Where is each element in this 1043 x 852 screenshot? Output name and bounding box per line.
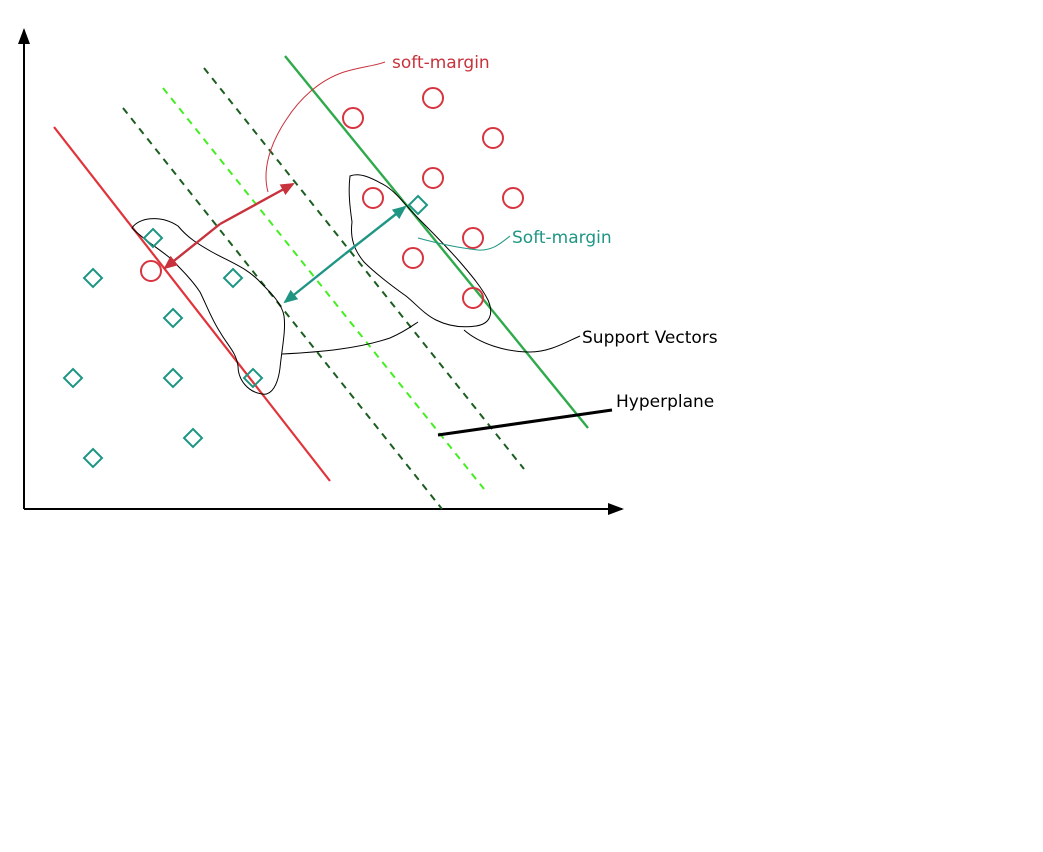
circle-point [342, 107, 364, 129]
right-cluster-outline [348, 174, 492, 328]
boundary-lines [53, 55, 589, 510]
soft-margin-teal-label: Soft-margin [512, 228, 612, 248]
diamond-point [222, 267, 244, 289]
soft-margin-teal-leader [417, 235, 511, 251]
diamond-point [407, 194, 429, 216]
circle-point [422, 167, 444, 189]
diamond-point [182, 427, 204, 449]
left-cluster-outline [131, 218, 285, 395]
diamond-point [82, 267, 104, 289]
hyperplane-leader [437, 408, 613, 437]
circle-point [402, 247, 424, 269]
circle-point [462, 227, 484, 249]
dark-dashed-line-1 [122, 107, 443, 510]
cluster-connector [281, 321, 419, 355]
diamond-point [62, 367, 84, 389]
light-dashed-line [162, 87, 485, 490]
diamond-point [162, 307, 184, 329]
diamond-point [242, 367, 264, 389]
diamond-points [62, 194, 429, 469]
red-margin-arrow-forward [219, 182, 295, 226]
soft-margin-red-label: soft-margin [392, 53, 490, 73]
circle-point [502, 187, 524, 209]
support-vectors-label: Support Vectors [582, 328, 718, 348]
support-vector-outlines [131, 174, 492, 395]
green-margin-line [284, 55, 589, 429]
axes [18, 28, 624, 515]
diamond-point [142, 227, 164, 249]
diamond-point [162, 367, 184, 389]
dark-dashed-line-2 [203, 67, 525, 470]
red-margin-arrow-back [163, 223, 221, 270]
circle-point [482, 127, 504, 149]
diamond-point [82, 447, 104, 469]
teal-margin-arrow-forward [344, 205, 407, 255]
circle-points [140, 87, 524, 309]
red-margin-line [53, 126, 331, 482]
circle-point [362, 187, 384, 209]
soft-margin-red-leader [265, 61, 386, 193]
support-vectors-leader [463, 329, 581, 353]
margin-arrows [163, 182, 407, 304]
circle-point [140, 260, 162, 282]
circle-point [422, 87, 444, 109]
annotation-leaders [265, 61, 613, 437]
hyperplane-label: Hyperplane [616, 392, 714, 412]
teal-margin-arrow-back [283, 253, 346, 304]
circle-point [462, 287, 484, 309]
